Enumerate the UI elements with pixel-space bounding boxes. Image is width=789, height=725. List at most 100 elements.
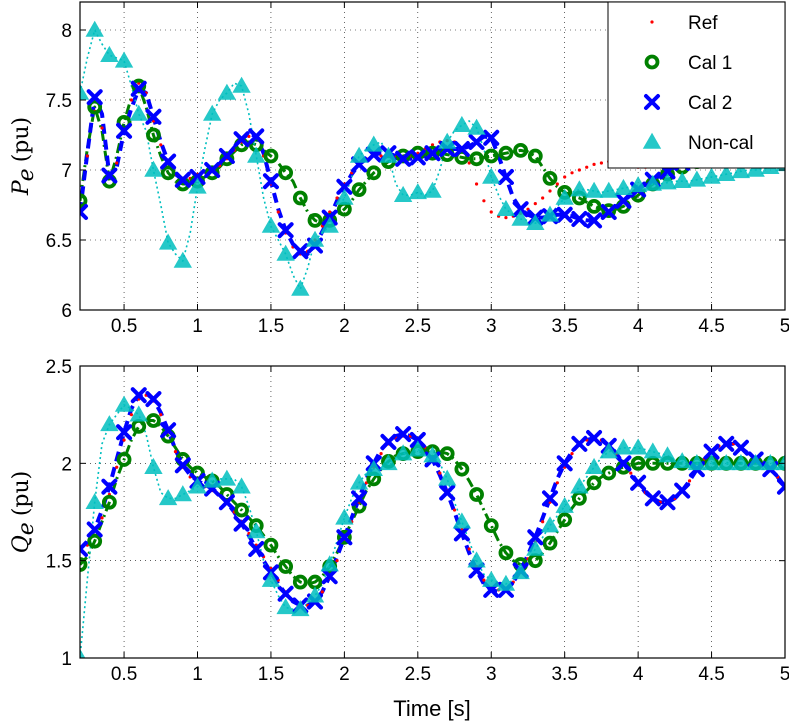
data-point (115, 465, 119, 469)
data-point (248, 540, 265, 557)
data-point (278, 165, 294, 181)
power-q-panel: 0.5 1 1.5 2 2.5 3 3.5 4 4.5 5 1 1.5 2 2.5 Qe(pu) Time… (9, 357, 789, 721)
data-point (467, 118, 486, 135)
data-point (276, 210, 280, 214)
data-point (761, 454, 780, 471)
axes-frame (79, 365, 786, 659)
data-point (717, 454, 736, 471)
data-point (423, 181, 442, 198)
data-point (100, 415, 119, 432)
data-point (189, 169, 206, 185)
series-markers-non-cal (80, 20, 785, 296)
data-point (498, 145, 514, 161)
data-point (144, 160, 163, 177)
data-point (263, 148, 279, 164)
data-point (540, 516, 560, 533)
data-point (527, 529, 544, 546)
x-tick-label: 3 (486, 664, 497, 685)
data-point (218, 494, 235, 511)
data-point (504, 216, 508, 220)
data-point (232, 76, 251, 93)
data-point (349, 473, 369, 490)
data-point (85, 20, 104, 37)
data-point (116, 424, 133, 441)
data-point (437, 469, 457, 486)
x-tick-label: 3 (486, 316, 497, 337)
legend-swatch (650, 20, 654, 24)
data-point (409, 431, 426, 448)
data-point (570, 452, 574, 456)
data-point (746, 160, 765, 177)
data-point (349, 146, 369, 163)
data-point (100, 516, 104, 520)
data-point (687, 479, 692, 483)
y-tick-label: 1.5 (46, 552, 72, 573)
data-point (80, 540, 88, 557)
data-point (336, 529, 352, 545)
y-tick-label: 2.5 (46, 357, 72, 378)
data-point (408, 440, 428, 457)
data-point (746, 454, 765, 471)
data-point (585, 165, 589, 169)
data-point (87, 533, 103, 549)
data-point (292, 574, 308, 590)
data-point (453, 525, 470, 542)
data-point (146, 413, 161, 428)
data-point (129, 413, 134, 417)
data-point (584, 181, 604, 198)
data-point (454, 461, 470, 477)
legend-swatch (644, 54, 660, 70)
data-point (584, 457, 604, 475)
data-point (408, 183, 428, 200)
data-point (233, 131, 250, 148)
legend-swatch (642, 132, 662, 149)
data-point (277, 222, 294, 239)
data-point (158, 233, 178, 250)
data-point (87, 99, 103, 115)
data-point (452, 512, 472, 529)
data-point (467, 547, 471, 551)
data-point (364, 135, 383, 152)
data-point (615, 455, 632, 472)
data-point (687, 170, 707, 187)
data-point (687, 454, 707, 471)
data-point (555, 481, 559, 485)
data-point (452, 508, 457, 512)
data-point (600, 204, 617, 220)
y-axis-label: Pe(pu) (9, 117, 39, 196)
x-tick-label: 0.5 (111, 664, 137, 685)
data-point (145, 391, 162, 408)
data-point (320, 555, 339, 572)
data-point (277, 585, 294, 602)
data-point (261, 216, 281, 233)
data-point (615, 192, 632, 209)
data-point (674, 482, 691, 499)
data-point (80, 557, 88, 572)
data-point (489, 210, 493, 214)
x-tick-label: 4 (633, 316, 644, 337)
data-point (247, 146, 266, 163)
data-point (511, 209, 530, 226)
data-point (438, 471, 442, 475)
y-tick-label: 7.5 (46, 91, 72, 112)
data-point (614, 438, 633, 455)
data-point (144, 457, 163, 475)
data-point (204, 162, 221, 178)
data-point (555, 188, 574, 205)
data-point (247, 134, 251, 138)
series-markers-non-cal (80, 395, 785, 658)
data-point (474, 182, 479, 186)
data-point (379, 146, 398, 163)
data-point (307, 212, 323, 228)
data-point (395, 150, 412, 167)
data-point (586, 475, 602, 491)
data-point (174, 171, 191, 188)
data-point (85, 154, 89, 158)
data-point (454, 149, 470, 165)
data-point (482, 199, 486, 203)
data-point (512, 201, 529, 218)
data-point (159, 143, 163, 147)
data-point (702, 167, 721, 184)
data-point (527, 148, 543, 164)
data-point (291, 279, 310, 296)
